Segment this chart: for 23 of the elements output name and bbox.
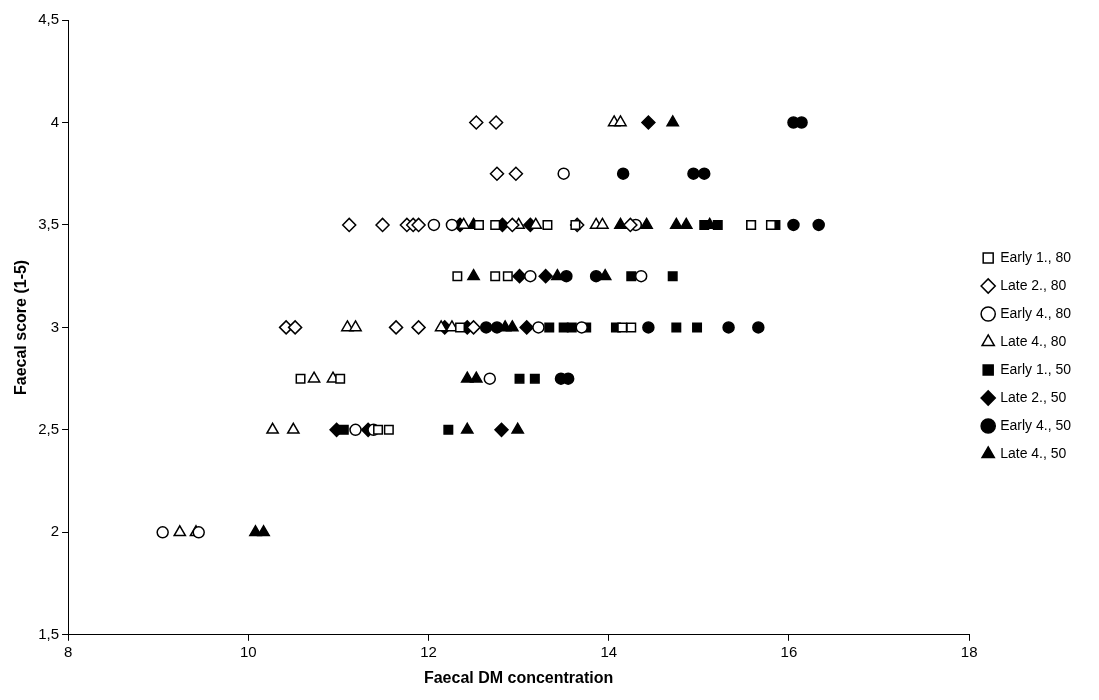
- x-axis-title: Faecal DM concentration: [423, 668, 614, 686]
- y-tick-label: 2: [50, 522, 60, 540]
- legend-label: Late 4., 80: [1000, 332, 1067, 349]
- y-tick-label: 1,5: [38, 624, 60, 642]
- legend-label: Late 4., 50: [1000, 444, 1067, 461]
- y-tick-label: 4: [50, 112, 60, 130]
- y-axis-title: Faecal score (1-5): [12, 259, 30, 395]
- x-tick-label: 14: [600, 642, 618, 660]
- y-tick-label: 3,5: [38, 215, 60, 233]
- x-tick-label: 8: [63, 642, 73, 660]
- y-tick-label: 3: [50, 317, 60, 335]
- x-tick-label: 12: [420, 642, 437, 660]
- x-tick-label: 16: [780, 642, 798, 660]
- legend-label: Early 4., 80: [1000, 304, 1072, 321]
- legend-label: Late 2., 50: [1000, 388, 1067, 405]
- legend-label: Early 4., 50: [1000, 416, 1072, 433]
- x-tick-label: 18: [960, 642, 978, 660]
- y-tick-label: 2,5: [38, 420, 60, 438]
- legend-label: Late 2., 80: [1000, 276, 1067, 293]
- x-tick-label: 10: [239, 642, 257, 660]
- y-tick-label: 4,5: [38, 10, 60, 28]
- legend-label: Early 1., 50: [1000, 360, 1072, 377]
- legend-label: Early 1., 80: [1000, 248, 1072, 265]
